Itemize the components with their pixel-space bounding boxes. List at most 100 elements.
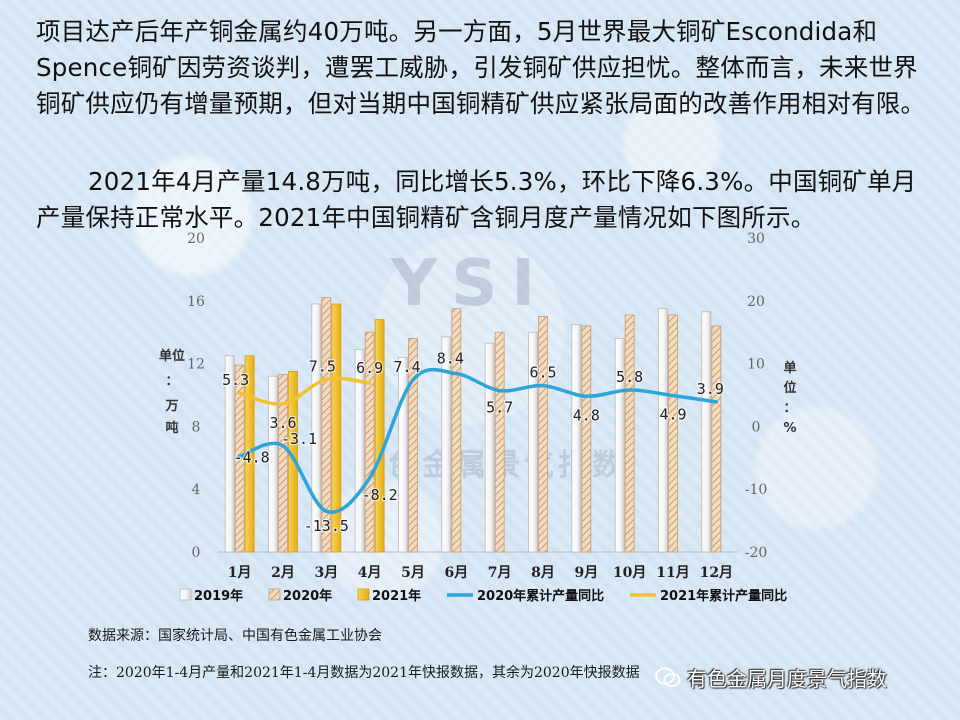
bar-2020年 <box>234 364 245 553</box>
bar-2019年 <box>571 323 582 553</box>
wechat-account-name: 有色金属月度景气指数 <box>687 667 887 691</box>
bar-2020年 <box>711 325 722 553</box>
bar-2019年 <box>528 331 538 553</box>
bar-2019年 <box>484 342 495 553</box>
bar-2019年 <box>311 303 322 553</box>
legend-label-2021年: 2021年 <box>372 588 421 604</box>
data-label: 6.5 <box>529 364 556 382</box>
data-label: 7.5 <box>309 357 336 375</box>
x-tick-label: 6月 <box>444 565 468 581</box>
x-tick-label: 9月 <box>574 565 598 581</box>
data-label: 4.8 <box>573 406 600 424</box>
legend-swatch-2020年 <box>268 588 281 601</box>
line-2021年累计产量同比 <box>237 376 372 406</box>
bar-2020年 <box>668 314 678 553</box>
legend-label-2021年累计产量同比: 2021年累计产量同比 <box>660 588 787 604</box>
x-tick-label: 1月 <box>228 565 252 581</box>
data-label: 5.7 <box>486 399 513 417</box>
y-left-axis-title: 吨 <box>165 420 178 436</box>
x-tick-label: 4月 <box>358 565 382 581</box>
bar-2020年 <box>408 338 418 553</box>
data-label: 8.4 <box>437 350 464 368</box>
bar-2019年 <box>224 355 235 553</box>
footnote: 注：2020年1-4月产量和2021年1-4月数据为2021年快报数据，其余为2… <box>88 665 640 681</box>
data-label: -4.8 <box>234 449 270 467</box>
watermark-circle <box>375 235 565 425</box>
bar-2019年 <box>268 375 278 553</box>
line-2020年累计产量同比 <box>237 367 719 514</box>
data-label: 7.4 <box>393 358 420 376</box>
y-left-tick-label: 20 <box>187 231 205 247</box>
x-tick-label: 3月 <box>314 565 338 581</box>
data-label: 3.6 <box>269 414 296 432</box>
y-right-axis-title: 单 <box>783 360 796 376</box>
bar-2019年 <box>614 338 625 553</box>
bar-2021年 <box>288 371 298 553</box>
data-label: -3.1 <box>281 430 317 448</box>
y-left-axis-title: 万 <box>164 399 178 414</box>
bar-2019年 <box>398 356 408 553</box>
y-left-tick-label: 12 <box>187 357 205 373</box>
legend-label-2020年累计产量同比: 2020年累计产量同比 <box>477 588 604 604</box>
y-left-tick-label: 4 <box>192 482 201 498</box>
y-right-tick-label: 10 <box>747 357 765 373</box>
y-right-tick-label: -20 <box>745 545 768 561</box>
x-tick-label: 10月 <box>613 565 646 581</box>
y-right-axis-title: % <box>783 421 796 436</box>
y-left-axis-title: 单位 <box>159 348 185 364</box>
bar-2020年 <box>494 331 505 553</box>
y-right-tick-label: 30 <box>747 231 765 247</box>
data-label: 3.9 <box>697 380 724 398</box>
bar-2020年 <box>364 331 375 553</box>
bar-2021年 <box>331 303 342 553</box>
bar-2020年 <box>581 325 592 553</box>
bar-2020年 <box>538 316 548 553</box>
chart-bars <box>224 297 722 553</box>
x-tick-label: 12月 <box>700 565 733 581</box>
y-left-tick-label: 0 <box>192 545 201 561</box>
wechat-icon <box>655 667 681 687</box>
y-right-axis-title: ： <box>783 401 796 416</box>
bar-2020年 <box>451 308 462 553</box>
legend-label-2019年: 2019年 <box>194 588 243 604</box>
data-label: -8.2 <box>362 486 398 504</box>
x-tick-label: 5月 <box>401 565 425 581</box>
data-source-note: 数据来源：国家统计局、中国有色金属工业协会 <box>88 628 382 644</box>
chart-data-labels: -4.8 -3.1 -13.5 -8.2 7.4 8.4 5.7 6.5 4.8 5.8 4.9 3.… <box>221 348 725 536</box>
legend-swatch-2021年 <box>357 588 370 601</box>
x-tick-label: 11月 <box>656 565 689 581</box>
y-right-axis-title: 位 <box>783 380 796 396</box>
data-label: 5.8 <box>616 368 643 386</box>
watermark-logo: YSI <box>390 247 549 321</box>
legend-label-2020年: 2020年 <box>283 588 332 604</box>
data-label: 6.9 <box>356 359 383 377</box>
bar-2021年 <box>374 319 385 553</box>
bar-2019年 <box>658 308 668 553</box>
bar-2019年 <box>441 336 452 553</box>
y-right-tick-label: -10 <box>745 482 768 498</box>
bar-2020年 <box>321 297 332 553</box>
data-label: 4.9 <box>659 406 686 424</box>
paragraph-intro: 项目达产后年产铜金属约40万吨。另一方面，5月世界最大铜矿Escondida和S… <box>36 17 926 118</box>
bar-2020年 <box>624 314 635 553</box>
wechat-account-badge: 有色金属月度景气指数 <box>655 663 887 692</box>
chart-legend: 2019年 2020年 2021年 2020年累计产量同比 2021年累计产量同比 <box>179 588 787 604</box>
x-tick-label: 7月 <box>488 565 512 581</box>
y-left-tick-label: 16 <box>187 294 205 310</box>
bar-2020年 <box>278 374 288 553</box>
data-label: -13.5 <box>304 517 349 535</box>
y-left-tick-label: 8 <box>192 419 201 435</box>
paragraph-production: 2021年4月产量14.8万吨，同比增长5.3%，环比下降6.3%。中国铜矿单月… <box>36 167 917 232</box>
legend-swatch-2019年 <box>179 588 192 601</box>
bar-2019年 <box>701 311 712 553</box>
data-label: 5.3 <box>222 371 249 389</box>
chart-axes: 0 4 8 12 16 20 -20 -10 0 10 20 30 单位 ： 万吨 单位 ：% 1月 2月 3月 4月 5… <box>159 231 797 581</box>
y-left-axis-title: ： <box>165 374 178 389</box>
chart-lines <box>237 367 719 514</box>
x-tick-label: 8月 <box>531 565 555 581</box>
bar-2019年 <box>354 349 365 553</box>
y-right-tick-label: 0 <box>752 419 761 435</box>
y-right-tick-label: 20 <box>747 294 765 310</box>
